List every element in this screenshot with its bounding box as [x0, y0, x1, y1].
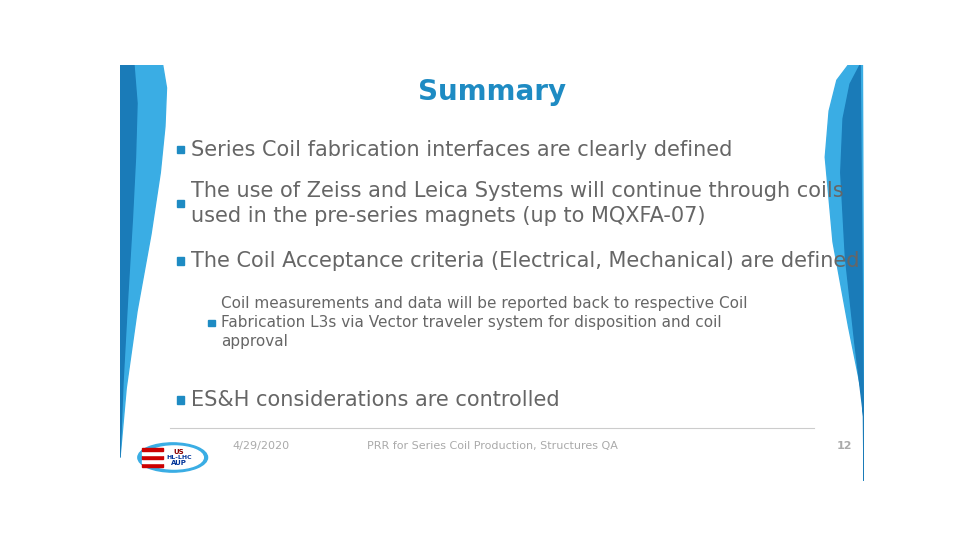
Text: 4/29/2020: 4/29/2020	[232, 441, 290, 451]
Text: US: US	[174, 449, 184, 455]
Text: AUP: AUP	[171, 460, 187, 466]
Polygon shape	[841, 65, 864, 481]
Bar	[142, 448, 163, 451]
Polygon shape	[120, 65, 166, 457]
Text: Series Coil fabrication interfaces are clearly defined: Series Coil fabrication interfaces are c…	[191, 139, 732, 159]
Bar	[177, 396, 184, 403]
Text: The use of Zeiss and Leica Systems will continue through coils
used in the pre-s: The use of Zeiss and Leica Systems will …	[191, 180, 844, 226]
Polygon shape	[120, 65, 137, 457]
Bar	[208, 320, 214, 326]
Bar	[142, 456, 163, 459]
Text: PRR for Series Coil Production, Structures QA: PRR for Series Coil Production, Structur…	[367, 441, 617, 451]
Bar	[177, 200, 184, 207]
Text: ES&H considerations are controlled: ES&H considerations are controlled	[191, 390, 560, 410]
Bar	[142, 464, 163, 467]
Text: Coil measurements and data will be reported back to respective Coil
Fabrication : Coil measurements and data will be repor…	[221, 296, 747, 349]
Ellipse shape	[138, 443, 207, 472]
Text: Summary: Summary	[418, 78, 566, 106]
Polygon shape	[826, 65, 864, 481]
Text: The Coil Acceptance criteria (Electrical, Mechanical) are defined: The Coil Acceptance criteria (Electrical…	[191, 251, 860, 271]
Text: 12: 12	[837, 441, 852, 451]
Bar	[177, 146, 184, 153]
Ellipse shape	[145, 446, 204, 469]
Bar	[142, 452, 163, 455]
Text: HL-LHC: HL-LHC	[166, 455, 192, 460]
Bar	[142, 460, 163, 463]
Bar	[177, 257, 184, 265]
